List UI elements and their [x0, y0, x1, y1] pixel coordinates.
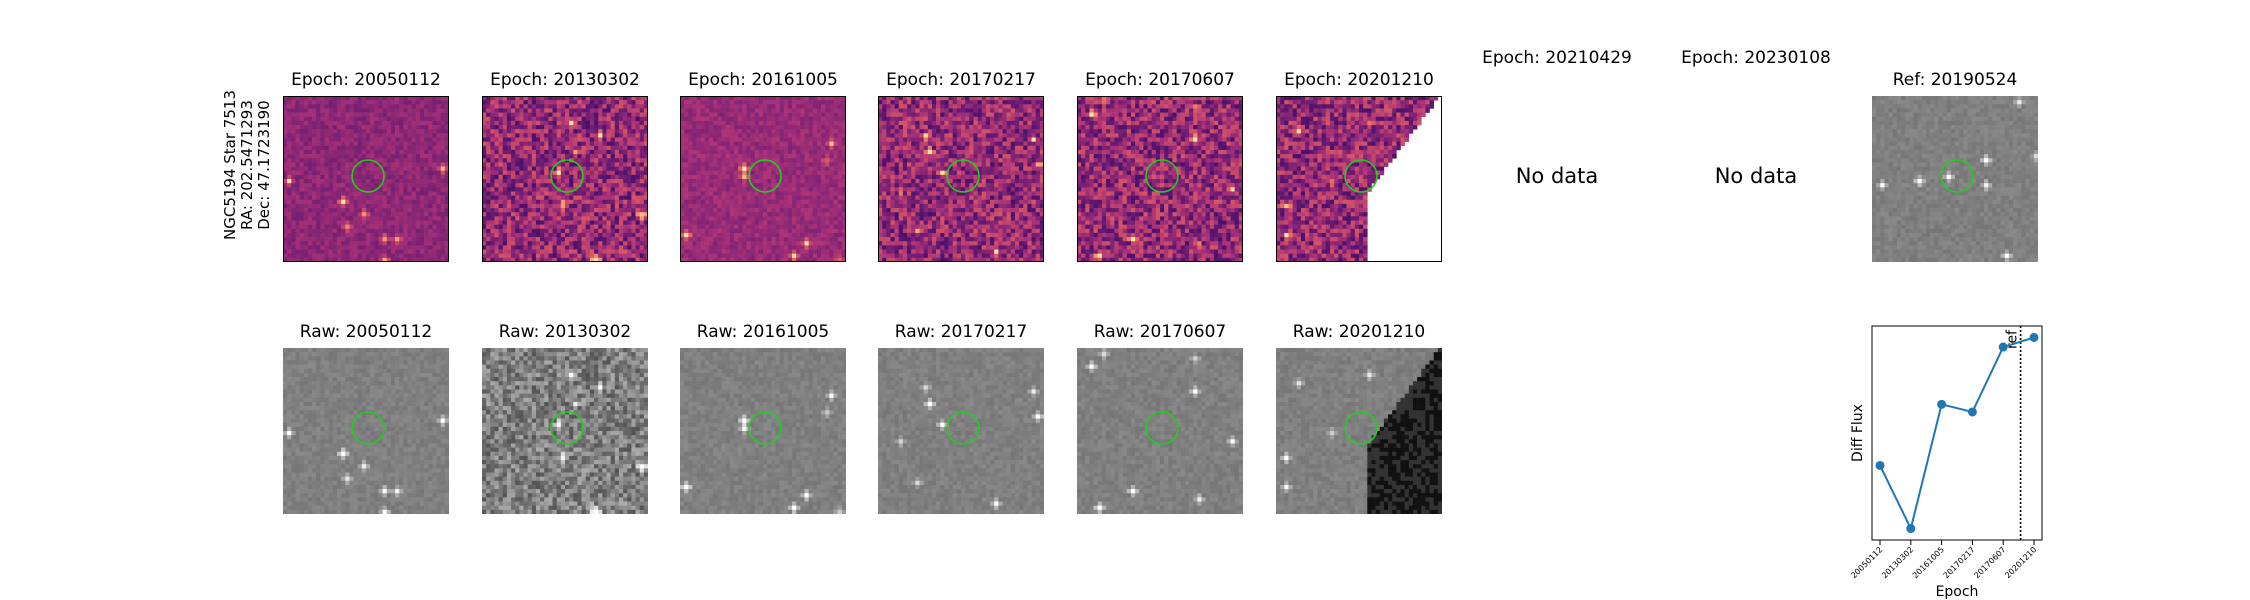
object-name: NGC5194 Star 7513 — [221, 90, 239, 240]
data-point — [1998, 342, 2008, 352]
diff-panel-title: Epoch: 20210429 — [1474, 48, 1640, 68]
series-line — [1879, 336, 2035, 532]
ref-line-label: ref — [2005, 329, 2021, 349]
raw-image-panel — [878, 348, 1044, 514]
raw-panel-title: Raw: 20201210 — [1276, 322, 1442, 342]
aperture-circle — [748, 411, 782, 445]
image-pixels — [680, 96, 846, 262]
diff-image-panel — [1276, 96, 1442, 262]
no-data-text: No data — [1474, 164, 1640, 188]
x-tick-label: 20170607 — [1972, 545, 2007, 580]
raw-panel-title: Raw: 20161005 — [680, 322, 846, 342]
ref-image-panel — [1872, 96, 2038, 262]
data-point — [2029, 332, 2039, 342]
aperture-circle — [1145, 411, 1179, 445]
aperture-circle — [1344, 411, 1378, 445]
empty-panel: No data — [1673, 96, 1839, 262]
raw-panel-title: Raw: 20050112 — [283, 322, 449, 342]
data-point — [1937, 399, 1947, 409]
raw-image-panel — [1276, 348, 1442, 514]
diff-image-panel — [1077, 96, 1243, 262]
raw-image-panel — [680, 348, 846, 514]
diff-image-panel — [283, 96, 449, 262]
object-dec: Dec: 47.1723190 — [255, 90, 273, 240]
diff-image-panel — [878, 96, 1044, 262]
object-info-label: NGC5194 Star 7513 RA: 202.5471293 Dec: 4… — [221, 90, 273, 240]
diff-image-panel — [482, 96, 648, 262]
ref-panel-title: Ref: 20190524 — [1872, 70, 2038, 90]
no-data-text: No data — [1673, 164, 1839, 188]
image-pixels — [482, 96, 648, 262]
aperture-circle — [1344, 159, 1378, 193]
x-tick-label: 20201210 — [2003, 545, 2038, 580]
raw-panel-title: Raw: 20170607 — [1077, 322, 1243, 342]
image-pixels — [1077, 96, 1243, 262]
plot-frame — [1871, 325, 2043, 541]
raw-image-panel — [283, 348, 449, 514]
diff-panel-title: Epoch: 20161005 — [680, 70, 846, 90]
data-point — [1967, 407, 1977, 417]
diff-panel-title: Epoch: 20170607 — [1077, 70, 1243, 90]
raw-panel-title: Raw: 20170217 — [878, 322, 1044, 342]
aperture-circle — [550, 159, 584, 193]
image-pixels — [482, 348, 648, 514]
diff-image-panel — [680, 96, 846, 262]
x-tick-label: 20050112 — [1849, 545, 1884, 580]
aperture-circle — [946, 411, 980, 445]
aperture-circle — [351, 411, 385, 445]
aperture-circle — [351, 159, 385, 193]
image-pixels — [1276, 96, 1439, 262]
x-tick-label: 20130302 — [1880, 545, 1915, 580]
aperture-circle — [946, 159, 980, 193]
diff-flux-lightcurve: ref 2005011220130302201610052017021720170… — [1849, 325, 2043, 600]
x-tick-label: 20170217 — [1942, 545, 1977, 580]
image-pixels — [283, 96, 449, 262]
image-pixels — [680, 348, 846, 514]
raw-image-panel — [1077, 348, 1243, 514]
image-pixels — [878, 96, 1044, 262]
x-tick-label: 20161005 — [1911, 545, 1946, 580]
image-pixels — [1872, 96, 2038, 262]
image-pixels — [283, 348, 449, 514]
empty-panel: No data — [1474, 96, 1640, 262]
object-ra: RA: 202.5471293 — [238, 90, 256, 240]
data-point — [1875, 460, 1885, 470]
diff-panel-title: Epoch: 20230108 — [1673, 48, 1839, 68]
aperture-circle — [748, 159, 782, 193]
aperture-circle — [550, 411, 584, 445]
image-pixels — [878, 348, 1044, 514]
image-pixels — [1276, 348, 1442, 514]
diff-panel-title: Epoch: 20170217 — [878, 70, 1044, 90]
image-pixels — [1077, 348, 1243, 514]
aperture-circle — [1145, 159, 1179, 193]
x-axis-label: Epoch — [1936, 584, 1979, 600]
data-point — [1906, 524, 1916, 534]
diff-panel-title: Epoch: 20130302 — [482, 70, 648, 90]
diff-panel-title: Epoch: 20201210 — [1276, 70, 1442, 90]
y-axis-label: Diff Flux — [1850, 404, 1866, 462]
aperture-circle — [1940, 159, 1974, 193]
diff-panel-title: Epoch: 20050112 — [283, 70, 449, 90]
raw-panel-title: Raw: 20130302 — [482, 322, 648, 342]
raw-image-panel — [482, 348, 648, 514]
